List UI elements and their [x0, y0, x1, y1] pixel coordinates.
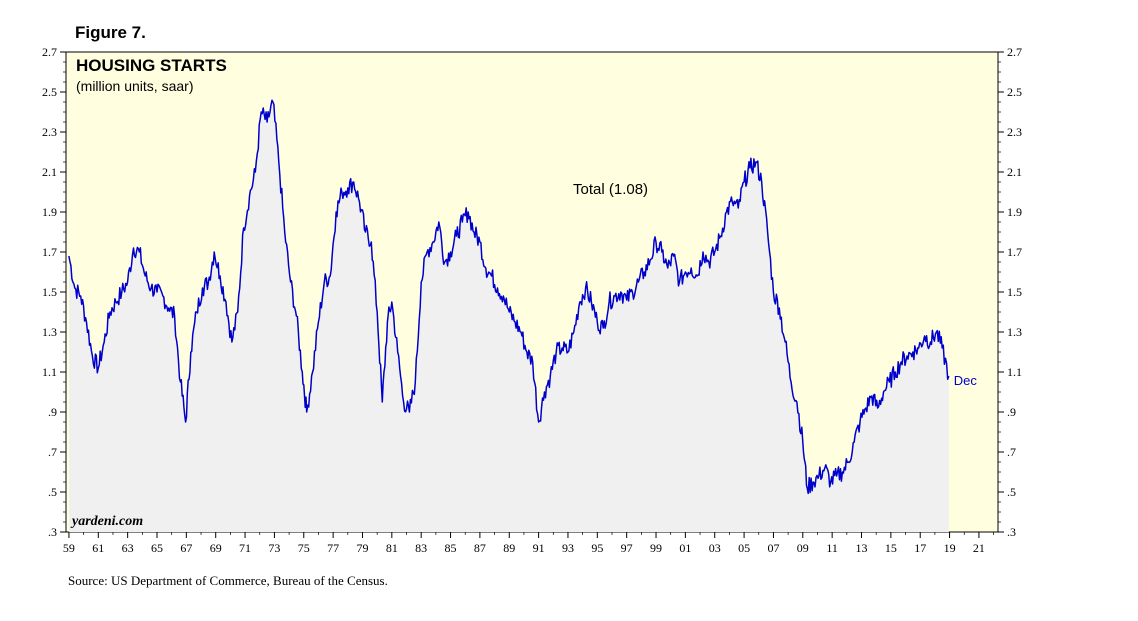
x-tick-label: 05 [738, 541, 750, 555]
x-tick-label: 73 [268, 541, 280, 555]
x-tick-label: 85 [445, 541, 457, 555]
x-tick-label: 15 [885, 541, 897, 555]
y-tick-label-right: 2.1 [1007, 165, 1022, 179]
x-tick-label: 95 [591, 541, 603, 555]
x-tick-label: 09 [797, 541, 809, 555]
y-tick-label-right: .3 [1007, 525, 1016, 539]
x-tick-label: 93 [562, 541, 574, 555]
y-tick-label-left: 2.1 [42, 165, 57, 179]
x-tick-label: 07 [767, 541, 779, 555]
x-tick-label: 65 [151, 541, 163, 555]
x-tick-label: 13 [856, 541, 868, 555]
x-tick-label: 75 [298, 541, 310, 555]
x-tick-label: 71 [239, 541, 251, 555]
y-tick-label-right: 2.7 [1007, 45, 1022, 59]
y-tick-label-left: 1.7 [42, 245, 57, 259]
brand-watermark: yardeni.com [70, 514, 143, 529]
x-tick-label: 19 [944, 541, 956, 555]
y-tick-label-left: 1.5 [42, 285, 57, 299]
chart-title: HOUSING STARTS [76, 56, 227, 75]
y-tick-label-left: 2.5 [42, 85, 57, 99]
x-tick-label: 17 [914, 541, 926, 555]
x-tick-label: 79 [356, 541, 368, 555]
series-label: Total (1.08) [573, 181, 648, 198]
source-note: Source: US Department of Commerce, Burea… [68, 573, 388, 588]
x-tick-label: 03 [709, 541, 721, 555]
y-tick-label-right: .9 [1007, 405, 1016, 419]
y-tick-label-right: 1.1 [1007, 365, 1022, 379]
y-tick-label-right: 1.7 [1007, 245, 1022, 259]
y-tick-label-left: 1.3 [42, 325, 57, 339]
series-line-total [68, 99, 950, 495]
end-label: Dec [954, 373, 978, 388]
x-tick-label: 81 [386, 541, 398, 555]
figure-label: Figure 7. [75, 23, 146, 42]
x-tick-label: 97 [621, 541, 633, 555]
x-tick-label: 59 [63, 541, 75, 555]
y-tick-label-left: .3 [48, 525, 57, 539]
y-tick-label-right: 1.9 [1007, 205, 1022, 219]
series-area-fill [68, 100, 949, 532]
x-tick-label: 61 [92, 541, 104, 555]
x-tick-label: 69 [210, 541, 222, 555]
y-tick-label-right: .7 [1007, 445, 1016, 459]
x-tick-label: 77 [327, 541, 339, 555]
axis-ticks [60, 51, 1004, 538]
x-tick-label: 11 [826, 541, 838, 555]
y-axis-left-labels: 2.7 2.5 2.3 2.1 1.9 1.7 1.5 1.3 1.1 .9 .7 .5 .3 [42, 45, 57, 539]
y-tick-label-left: .9 [48, 405, 57, 419]
y-tick-label-left: 2.7 [42, 45, 57, 59]
x-tick-label: 89 [503, 541, 515, 555]
y-tick-label-right: 2.3 [1007, 125, 1022, 139]
y-tick-label-left: 1.1 [42, 365, 57, 379]
y-tick-label-right: 2.5 [1007, 85, 1022, 99]
x-tick-label: 87 [474, 541, 486, 555]
x-tick-label: 83 [415, 541, 427, 555]
x-tick-label: 01 [679, 541, 691, 555]
y-tick-label-left: .5 [48, 485, 57, 499]
chart-subtitle: (million units, saar) [76, 78, 193, 94]
x-tick-label: 67 [180, 541, 192, 555]
y-tick-label-right: 1.5 [1007, 285, 1022, 299]
x-tick-label: 63 [122, 541, 134, 555]
x-tick-label: 99 [650, 541, 662, 555]
x-tick-label: 21 [973, 541, 985, 555]
y-tick-label-right: 1.3 [1007, 325, 1022, 339]
y-axis-right-labels: 2.7 2.5 2.3 2.1 1.9 1.7 1.5 1.3 1.1 .9 .7 .5 .3 [1007, 45, 1022, 539]
area-layer [68, 99, 950, 532]
x-axis-labels: 59 61 63 65 67 69 71 73 75 77 79 81 83 85 87 89 91 93 95 97… [63, 541, 985, 555]
x-tick-label: 91 [533, 541, 545, 555]
y-tick-label-left: .7 [48, 445, 57, 459]
y-tick-label-left: 1.9 [42, 205, 57, 219]
y-tick-label-left: 2.3 [42, 125, 57, 139]
y-tick-label-right: .5 [1007, 485, 1016, 499]
